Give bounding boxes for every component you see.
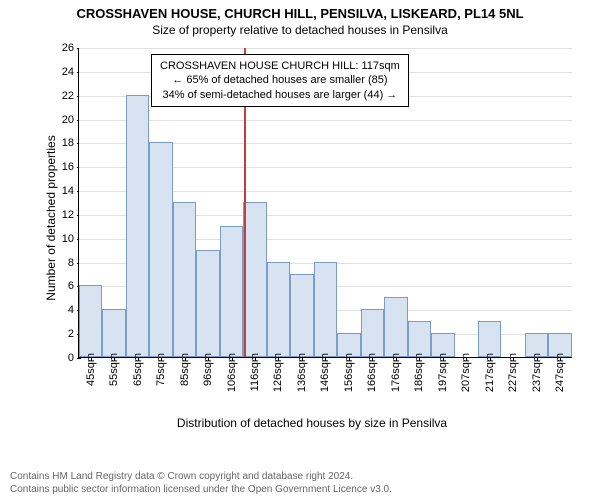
plot-area: 45sqm55sqm65sqm75sqm85sqm96sqm106sqm116s… <box>78 48 572 358</box>
x-tick-label: 237sqm <box>531 353 543 392</box>
y-tick-label: 6 <box>52 280 74 292</box>
x-tick-label: 75sqm <box>155 353 167 386</box>
x-tick-label: 247sqm <box>554 353 566 392</box>
bar <box>384 297 407 357</box>
annotation-line-1: CROSSHAVEN HOUSE CHURCH HILL: 117sqm <box>160 59 400 73</box>
y-tick-label: 26 <box>52 42 74 54</box>
y-tick-label: 20 <box>52 114 74 126</box>
bar <box>290 274 313 357</box>
bar <box>196 250 219 357</box>
bar-slot: 186sqm <box>408 48 431 357</box>
annotation-line-2: ← 65% of detached houses are smaller (85… <box>160 73 400 87</box>
annotation-line-3: 34% of semi-detached houses are larger (… <box>160 88 400 102</box>
x-tick-label: 116sqm <box>249 353 261 391</box>
y-tick-label: 24 <box>52 66 74 78</box>
copyright-line-2: Contains public sector information licen… <box>10 484 392 497</box>
y-tick-label: 12 <box>52 209 74 221</box>
y-tick-label: 18 <box>52 137 74 149</box>
copyright-line-1: Contains HM Land Registry data © Crown c… <box>10 471 392 484</box>
x-tick-label: 197sqm <box>437 353 449 392</box>
x-tick-label: 126sqm <box>272 353 284 392</box>
y-tick-label: 14 <box>52 185 74 197</box>
x-tick-label: 227sqm <box>507 353 519 392</box>
y-tick-label: 16 <box>52 161 74 173</box>
y-tick-label: 0 <box>52 352 74 364</box>
x-tick-label: 207sqm <box>460 353 472 392</box>
bar <box>408 321 431 357</box>
x-tick-label: 136sqm <box>296 353 308 392</box>
bar-slot: 55sqm <box>102 48 125 357</box>
x-tick-label: 217sqm <box>484 353 496 392</box>
bar-slot: 247sqm <box>548 48 571 357</box>
bar-slot: 227sqm <box>501 48 524 357</box>
bar <box>79 285 102 357</box>
x-tick-label: 65sqm <box>132 353 144 386</box>
y-tick-label: 8 <box>52 257 74 269</box>
bar-slot: 237sqm <box>525 48 548 357</box>
y-tick-label: 10 <box>52 233 74 245</box>
bar <box>478 321 501 357</box>
y-tick-label: 22 <box>52 90 74 102</box>
y-tick-label: 4 <box>52 304 74 316</box>
x-tick-label: 106sqm <box>226 353 238 392</box>
x-tick-label: 55sqm <box>108 353 120 386</box>
x-tick-label: 186sqm <box>413 353 425 392</box>
bar <box>173 202 196 357</box>
bar-slot: 65sqm <box>126 48 149 357</box>
copyright-notice: Contains HM Land Registry data © Crown c… <box>10 471 392 496</box>
bar <box>314 262 337 357</box>
page-title: CROSSHAVEN HOUSE, CHURCH HILL, PENSILVA,… <box>0 0 600 21</box>
bar <box>267 262 290 357</box>
x-tick-label: 156sqm <box>343 353 355 392</box>
x-tick-label: 146sqm <box>319 353 331 392</box>
bar <box>361 309 384 357</box>
page-subtitle: Size of property relative to detached ho… <box>0 21 600 37</box>
annotation-box: CROSSHAVEN HOUSE CHURCH HILL: 117sqm ← 6… <box>151 54 409 107</box>
bar <box>243 202 266 357</box>
bar-slot: 217sqm <box>478 48 501 357</box>
x-tick-label: 85sqm <box>179 353 191 386</box>
bar-slot: 45sqm <box>79 48 102 357</box>
bar-slot: 197sqm <box>431 48 454 357</box>
bar <box>126 95 149 357</box>
x-tick-label: 96sqm <box>202 353 214 386</box>
bar <box>220 226 243 357</box>
chart-container: Number of detached properties 0246810121… <box>52 48 572 388</box>
x-tick-label: 166sqm <box>366 353 378 392</box>
bar-slot: 207sqm <box>455 48 478 357</box>
x-tick-label: 45sqm <box>85 353 97 386</box>
bar <box>102 309 125 357</box>
x-tick-label: 176sqm <box>390 353 402 392</box>
x-axis-label: Distribution of detached houses by size … <box>52 416 572 452</box>
bar <box>149 142 172 357</box>
y-tick-label: 2 <box>52 328 74 340</box>
